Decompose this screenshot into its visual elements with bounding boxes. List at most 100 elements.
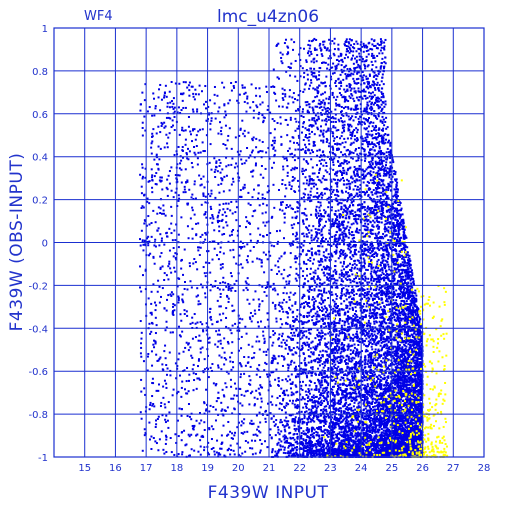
data-point: [381, 404, 384, 407]
data-point: [221, 168, 224, 171]
data-point: [216, 170, 219, 173]
data-point: [146, 355, 149, 358]
data-point: [190, 161, 193, 164]
data-point: [162, 209, 165, 212]
data-point: [239, 376, 242, 379]
data-point: [140, 185, 143, 188]
data-point: [285, 157, 288, 160]
data-point: [284, 195, 287, 198]
data-point: [187, 125, 190, 128]
data-point: [247, 221, 250, 224]
data-point: [151, 135, 154, 138]
data-point: [177, 297, 180, 300]
data-point: [306, 423, 309, 426]
data-point: [266, 281, 269, 284]
data-point: [258, 305, 261, 308]
data-point: [313, 301, 316, 304]
data-point: [154, 332, 157, 335]
data-point: [154, 107, 157, 110]
data-point: [225, 370, 228, 373]
data-point: [410, 398, 413, 401]
data-point: [273, 287, 276, 290]
data-point: [175, 377, 178, 380]
data-point: [227, 282, 230, 285]
data-point: [338, 243, 341, 246]
data-point: [169, 293, 172, 296]
data-point: [167, 265, 170, 268]
data-point: [327, 290, 330, 293]
data-point: [371, 337, 374, 340]
data-point: [168, 351, 171, 354]
data-point: [218, 191, 221, 194]
data-point: [193, 128, 196, 131]
data-point: [269, 132, 272, 135]
data-point: [356, 214, 359, 217]
data-point: [188, 262, 191, 265]
data-point: [139, 109, 142, 112]
data-point: [165, 364, 168, 367]
data-point: [181, 330, 184, 333]
data-point: [345, 53, 348, 56]
data-point: [366, 350, 369, 353]
data-point: [180, 395, 183, 398]
data-point: [343, 336, 346, 339]
data-point: [194, 261, 197, 264]
data-point: [321, 177, 324, 180]
data-point: [294, 148, 297, 151]
data-point: [305, 429, 308, 432]
data-point: [269, 254, 272, 257]
data-point: [200, 177, 203, 180]
data-point: [254, 439, 257, 442]
data-point: [392, 213, 395, 216]
data-point: [151, 191, 154, 194]
data-point: [186, 225, 189, 228]
data-point: [218, 203, 221, 206]
data-point: [334, 382, 337, 385]
data-point: [219, 251, 222, 254]
data-point: [341, 127, 344, 130]
data-point: [372, 377, 375, 380]
data-point: [139, 244, 142, 247]
data-point: [225, 165, 228, 168]
data-point: [217, 364, 220, 367]
data-point: [257, 150, 260, 153]
data-point: [325, 389, 328, 392]
data-point: [230, 183, 233, 186]
data-point: [317, 405, 320, 408]
data-point: [359, 433, 362, 436]
data-point: [357, 284, 360, 287]
data-point: [356, 259, 359, 262]
data-point: [280, 440, 283, 443]
data-point: [334, 268, 337, 271]
data-point: [303, 330, 306, 333]
data-point: [139, 411, 142, 414]
data-point: [172, 388, 175, 391]
data-point: [243, 186, 246, 189]
data-point: [260, 386, 263, 389]
data-point: [345, 149, 348, 152]
data-point: [308, 136, 311, 139]
data-point: [218, 158, 221, 161]
data-point: [331, 348, 334, 351]
data-point: [251, 170, 254, 173]
data-point: [251, 175, 254, 178]
data-point: [290, 444, 293, 447]
data-point: [322, 387, 325, 390]
data-point: [285, 404, 288, 407]
data-point: [222, 312, 225, 315]
data-point: [217, 413, 220, 416]
data-point: [273, 85, 276, 88]
data-point: [322, 251, 325, 254]
data-point: [165, 435, 168, 438]
data-point: [255, 104, 258, 107]
data-point: [364, 109, 367, 112]
data-point: [403, 439, 406, 442]
data-point: [325, 266, 328, 269]
data-point: [332, 282, 335, 285]
data-point: [157, 96, 160, 99]
data-point: [141, 449, 144, 452]
data-point: [199, 321, 202, 324]
data-point: [381, 340, 384, 343]
data-point: [339, 164, 342, 167]
data-point: [197, 222, 200, 225]
